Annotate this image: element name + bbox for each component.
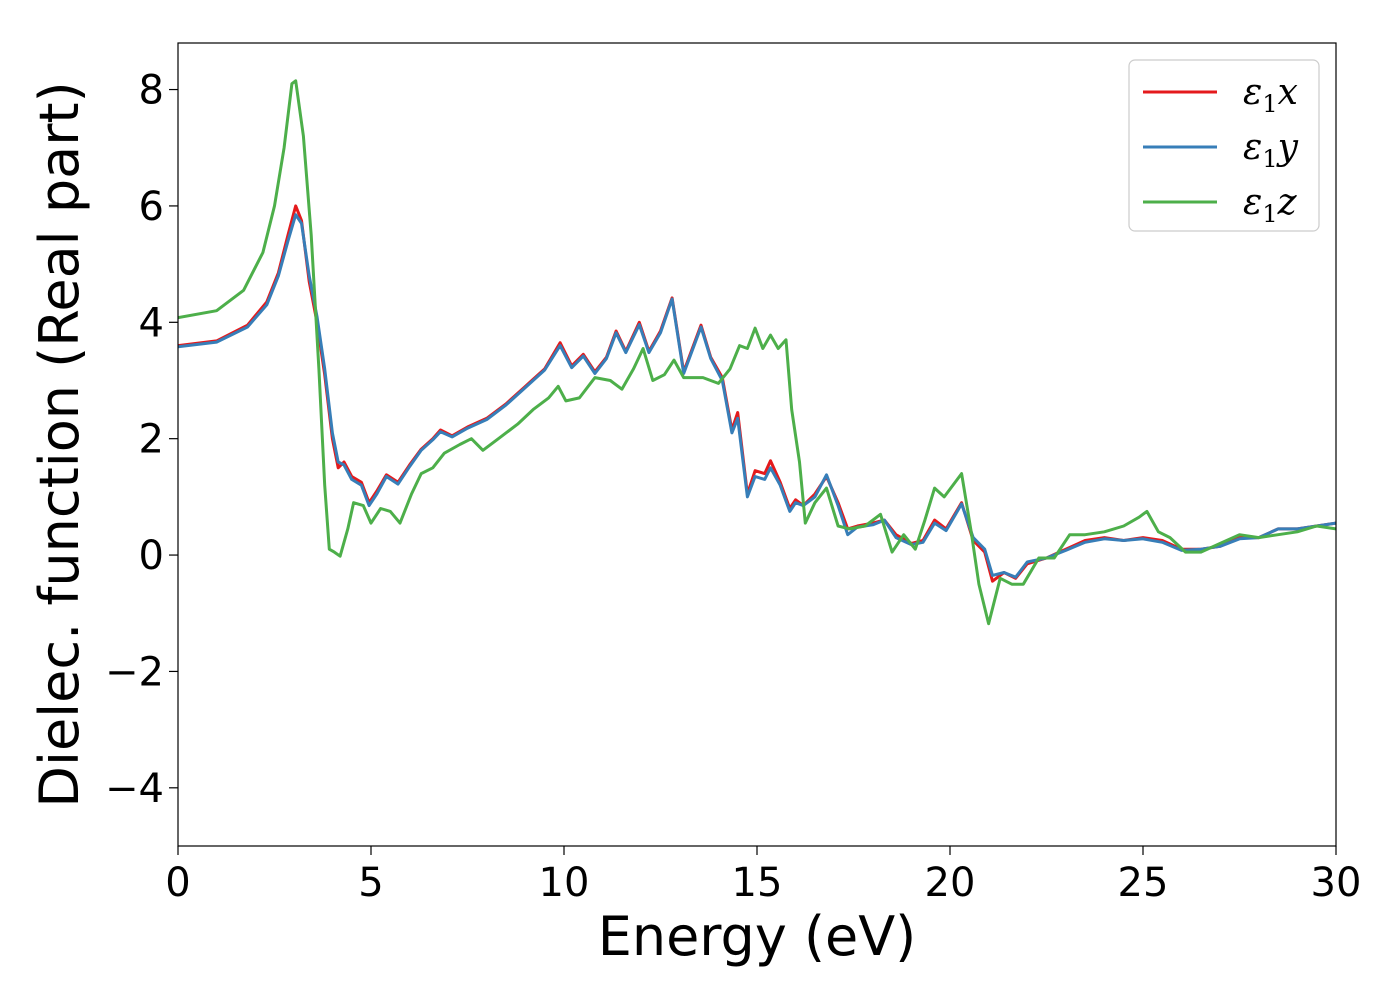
legend-label: ε1y xyxy=(1243,127,1299,173)
legend-item-z: ε1z xyxy=(1143,182,1298,228)
legend-label: ε1z xyxy=(1243,182,1298,228)
series-line-x xyxy=(178,204,1336,583)
y-axis-label: Dielec. function (Real part) xyxy=(28,81,91,807)
legend-item-y: ε1y xyxy=(1143,127,1299,173)
legend-label: ε1x xyxy=(1243,72,1298,118)
y-tick-label: 6 xyxy=(139,184,164,230)
y-tick-label: −4 xyxy=(105,766,164,812)
y-tick-label: 2 xyxy=(139,417,164,463)
x-tick-label: 5 xyxy=(358,860,383,906)
y-tick-label: −2 xyxy=(105,649,164,695)
x-tick-label: 25 xyxy=(1118,860,1169,906)
legend: ε1x ε1y ε1z xyxy=(1128,59,1320,232)
x-axis-label: Energy (eV) xyxy=(598,905,917,968)
x-tick-label: 20 xyxy=(925,860,976,906)
x-tick-label: 0 xyxy=(165,860,190,906)
x-tick-label: 30 xyxy=(1311,860,1362,906)
legend-box xyxy=(1128,59,1320,232)
y-axis-ticks: −4 −2 0 2 4 6 8 xyxy=(105,68,178,812)
y-tick-label: 0 xyxy=(139,533,164,579)
series-line-y xyxy=(178,213,1336,579)
x-tick-label: 10 xyxy=(539,860,590,906)
y-tick-label: 8 xyxy=(139,68,164,114)
x-axis-ticks: 0 5 10 15 20 25 30 xyxy=(165,846,1361,906)
legend-item-x: ε1x xyxy=(1143,72,1298,118)
series-lines xyxy=(178,79,1336,626)
y-tick-label: 4 xyxy=(139,300,164,346)
series-line-z xyxy=(178,79,1336,626)
x-tick-label: 15 xyxy=(732,860,783,906)
